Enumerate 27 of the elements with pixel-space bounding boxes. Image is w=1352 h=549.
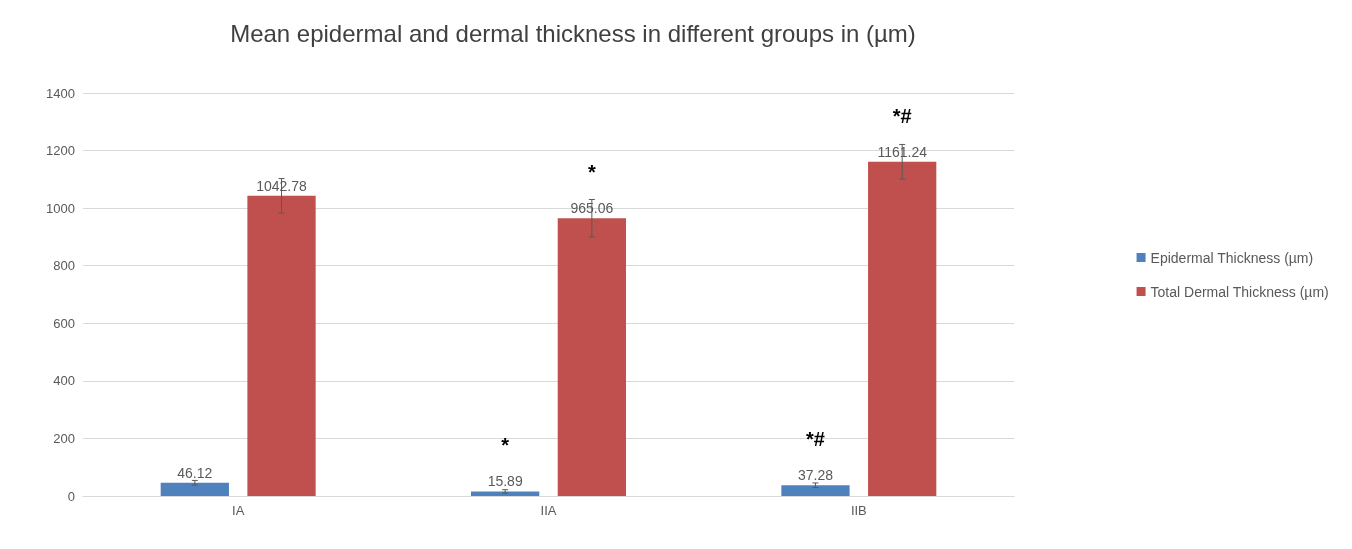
data-label: 37.28 bbox=[797, 467, 834, 484]
x-tick-label: IA bbox=[232, 503, 245, 518]
y-tick-label: 0 bbox=[67, 488, 75, 504]
annotation: *# bbox=[806, 428, 825, 451]
data-label: 46.12 bbox=[177, 464, 213, 481]
legend-label: Total Dermal Thickness (µm) bbox=[1150, 283, 1329, 300]
chart-title: Mean epidermal and dermal thickness in different groups in (µm) bbox=[230, 19, 916, 47]
bar bbox=[868, 161, 937, 496]
y-tick-label: 1400 bbox=[46, 85, 75, 101]
y-tick-label: 200 bbox=[53, 430, 75, 446]
bar bbox=[557, 218, 626, 496]
y-tick-label: 600 bbox=[53, 315, 75, 331]
data-label: 15.89 bbox=[487, 473, 523, 490]
bar bbox=[781, 485, 850, 496]
y-tick-label: 400 bbox=[53, 373, 75, 389]
x-tick-label: IIB bbox=[850, 503, 867, 518]
y-tick-label: 1000 bbox=[46, 200, 75, 216]
annotation: * bbox=[587, 161, 596, 184]
annotation: *# bbox=[892, 104, 912, 127]
bar bbox=[247, 195, 316, 496]
x-tick-label: IIA bbox=[540, 503, 557, 518]
y-tick-label: 800 bbox=[53, 258, 75, 274]
y-tick-label: 1200 bbox=[46, 143, 75, 159]
legend-label: Epidermal Thickness (µm) bbox=[1150, 249, 1314, 266]
annotation: * bbox=[501, 434, 510, 457]
bar bbox=[471, 491, 540, 496]
bar bbox=[160, 482, 229, 496]
